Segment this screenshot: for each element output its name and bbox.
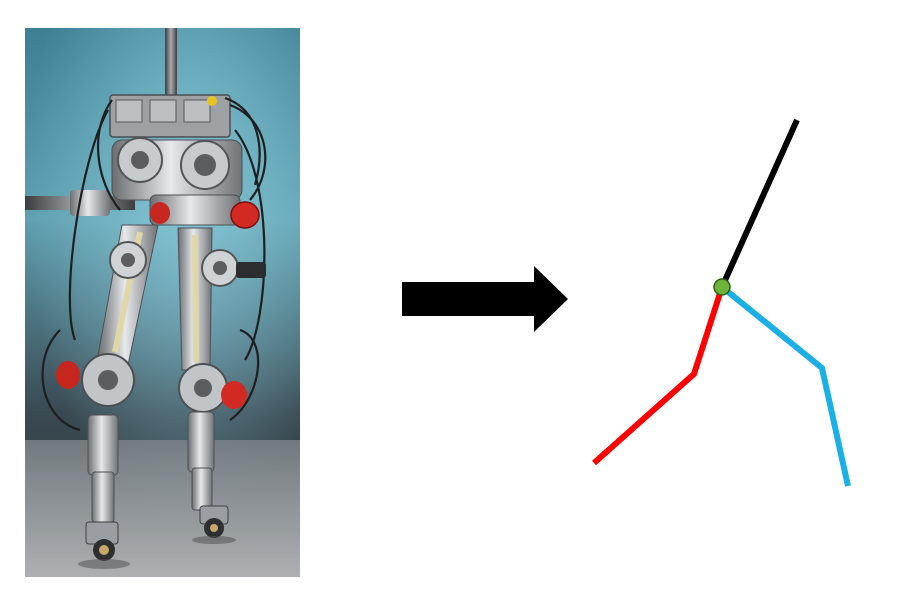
blue-leg-segment [720, 284, 851, 487]
torso-segment [719, 118, 800, 289]
red-leg-segment [592, 286, 725, 466]
hip-joint-icon [713, 278, 731, 296]
stick-model [592, 118, 851, 487]
robot-photo [25, 28, 300, 577]
right-arrow-icon [402, 266, 568, 332]
